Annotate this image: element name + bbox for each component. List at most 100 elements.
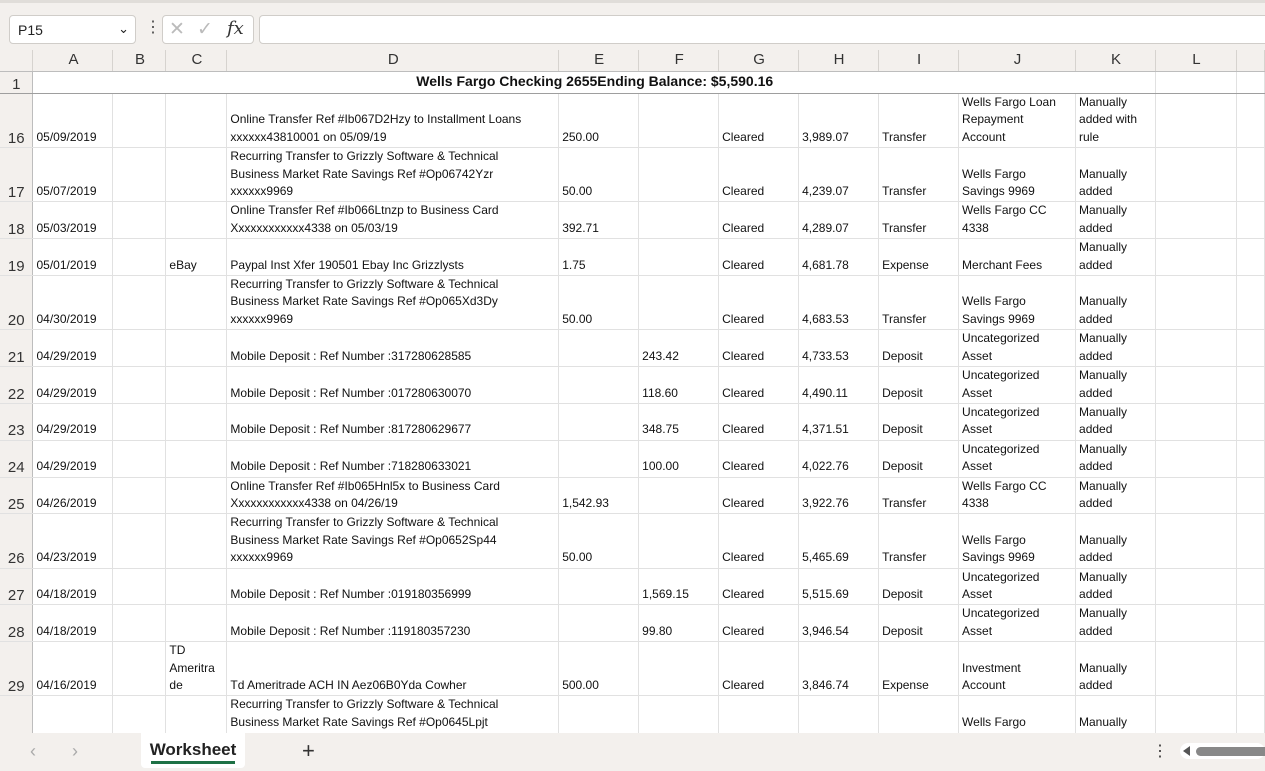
- next-sheet-icon[interactable]: ›: [72, 741, 78, 761]
- cell-A[interactable]: 05/07/2019: [32, 147, 114, 203]
- cell-C[interactable]: [165, 201, 228, 240]
- cell-K[interactable]: Manually added: [1075, 329, 1156, 368]
- cell-K[interactable]: Manually added: [1075, 366, 1156, 404]
- cell[interactable]: [1236, 695, 1265, 733]
- cell-L[interactable]: [1155, 275, 1237, 331]
- cell-J[interactable]: Uncategorized Asset: [958, 440, 1077, 478]
- cell-G[interactable]: Cleared: [718, 238, 800, 277]
- cell-G[interactable]: Cleared: [718, 641, 800, 697]
- cell-F[interactable]: [638, 477, 720, 515]
- row-header[interactable]: 24: [0, 440, 34, 478]
- cell-G[interactable]: Cleared: [718, 201, 800, 240]
- cell-K[interactable]: Manually added: [1075, 440, 1156, 478]
- cell-F[interactable]: 243.42: [638, 329, 720, 368]
- row-header[interactable]: 16: [0, 93, 34, 149]
- cell-D[interactable]: Mobile Deposit : Ref Number :71828063302…: [226, 440, 560, 478]
- prev-sheet-icon[interactable]: ‹: [30, 741, 36, 761]
- cell-H[interactable]: 4,346.74: [798, 695, 880, 733]
- column-header-J[interactable]: J: [958, 50, 1077, 72]
- scroll-left-icon[interactable]: [1183, 746, 1190, 756]
- cell-B[interactable]: [112, 440, 167, 478]
- cell-E[interactable]: [558, 329, 640, 368]
- cell-K[interactable]: Manually added: [1075, 477, 1156, 515]
- cell-L[interactable]: [1155, 695, 1237, 733]
- cell-L[interactable]: [1155, 366, 1237, 404]
- name-box[interactable]: P15 ⌄: [9, 15, 136, 44]
- row-header[interactable]: 30: [0, 695, 34, 733]
- cell-K[interactable]: Manually added: [1075, 201, 1156, 240]
- scrollbar-thumb[interactable]: [1196, 747, 1265, 756]
- more-options-icon[interactable]: ⋮: [145, 19, 161, 36]
- cell-G[interactable]: Cleared: [718, 568, 800, 606]
- cell-K[interactable]: Manually added: [1075, 238, 1156, 277]
- column-header-C[interactable]: C: [165, 50, 228, 72]
- cell-B[interactable]: [112, 403, 167, 441]
- cell-H[interactable]: 4,239.07: [798, 147, 880, 203]
- row-header[interactable]: 20: [0, 275, 34, 331]
- cell-D[interactable]: Recurring Transfer to Grizzly Software &…: [226, 147, 560, 203]
- cell-B[interactable]: [112, 238, 167, 277]
- cell-E[interactable]: [558, 568, 640, 606]
- cell-C[interactable]: [165, 329, 228, 368]
- cell-G[interactable]: Cleared: [718, 147, 800, 203]
- cell-F[interactable]: [638, 513, 720, 569]
- cell-D[interactable]: Mobile Deposit : Ref Number :11918035723…: [226, 604, 560, 643]
- cell-E[interactable]: 500.00: [558, 641, 640, 697]
- cell-C[interactable]: [165, 440, 228, 478]
- cell[interactable]: [1236, 568, 1265, 606]
- cell-G[interactable]: Cleared: [718, 403, 800, 441]
- cell-D[interactable]: Mobile Deposit : Ref Number :31728062858…: [226, 329, 560, 368]
- cell-C[interactable]: [165, 568, 228, 606]
- cell[interactable]: [1236, 329, 1265, 368]
- column-header-extra[interactable]: [1236, 50, 1265, 72]
- cell-F[interactable]: 99.80: [638, 604, 720, 643]
- cell-J[interactable]: Uncategorized Asset: [958, 329, 1077, 368]
- column-header-D[interactable]: D: [226, 50, 560, 72]
- cell-K[interactable]: Manually added: [1075, 275, 1156, 331]
- row-header[interactable]: 1: [0, 71, 34, 94]
- cell-L[interactable]: [1155, 604, 1237, 643]
- cell-H[interactable]: 3,946.54: [798, 604, 880, 643]
- row-header[interactable]: 21: [0, 329, 34, 368]
- row-header[interactable]: 25: [0, 477, 34, 515]
- cell-D[interactable]: Mobile Deposit : Ref Number :01918035699…: [226, 568, 560, 606]
- cell-I[interactable]: Transfer: [878, 695, 960, 733]
- cell-A[interactable]: 05/03/2019: [32, 201, 114, 240]
- cell-I[interactable]: Transfer: [878, 477, 960, 515]
- cell-G[interactable]: Cleared: [718, 477, 800, 515]
- row-header[interactable]: 22: [0, 366, 34, 404]
- cell-I[interactable]: Expense: [878, 641, 960, 697]
- cell-L[interactable]: [1155, 93, 1237, 149]
- cell-H[interactable]: 3,922.76: [798, 477, 880, 515]
- column-header-L[interactable]: L: [1155, 50, 1237, 72]
- cell-J[interactable]: Uncategorized Asset: [958, 568, 1077, 606]
- cell-E[interactable]: 1,542.93: [558, 477, 640, 515]
- cell-B[interactable]: [112, 604, 167, 643]
- cell-G[interactable]: Cleared: [718, 329, 800, 368]
- cell[interactable]: [1236, 147, 1265, 203]
- cell-J[interactable]: Uncategorized Asset: [958, 604, 1077, 643]
- cell-C[interactable]: eBay: [165, 238, 228, 277]
- cell-J[interactable]: Wells Fargo Savings 9969: [958, 275, 1077, 331]
- row-header[interactable]: 18: [0, 201, 34, 240]
- cell[interactable]: [1236, 440, 1265, 478]
- cell-G[interactable]: Cleared: [718, 513, 800, 569]
- row-header[interactable]: 23: [0, 403, 34, 441]
- column-header-B[interactable]: B: [112, 50, 167, 72]
- cell-D[interactable]: Td Ameritrade ACH IN Aez06B0Yda Cowher: [226, 641, 560, 697]
- cell-H[interactable]: 4,733.53: [798, 329, 880, 368]
- spreadsheet-grid[interactable]: A B C D E F G H I J K L 1 Wells Fargo Checking 2655En…: [0, 50, 1265, 733]
- cell-J[interactable]: Wells Fargo Loan Repayment Account: [958, 93, 1077, 149]
- cell-C[interactable]: [165, 93, 228, 149]
- cell-K[interactable]: Manually added: [1075, 695, 1156, 733]
- cell-I[interactable]: Deposit: [878, 403, 960, 441]
- cell-I[interactable]: Transfer: [878, 147, 960, 203]
- cell-D[interactable]: Online Transfer Ref #Ib067D2Hzy to Insta…: [226, 93, 560, 149]
- sheet-tab-worksheet[interactable]: Worksheet: [141, 733, 245, 768]
- cell-D[interactable]: Recurring Transfer to Grizzly Software &…: [226, 275, 560, 331]
- cell-E[interactable]: [558, 440, 640, 478]
- cell[interactable]: [1236, 201, 1265, 240]
- cell-L[interactable]: [1155, 329, 1237, 368]
- formula-input[interactable]: [259, 15, 1265, 44]
- cell-J[interactable]: Wells Fargo CC 4338: [958, 477, 1077, 515]
